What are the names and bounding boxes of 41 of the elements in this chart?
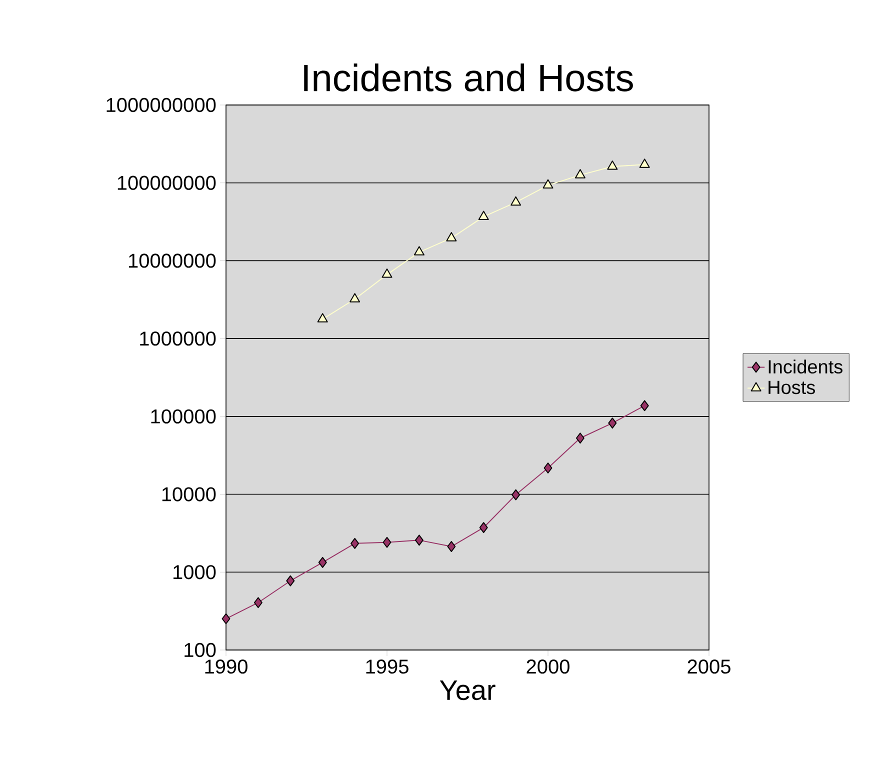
point xyxy=(447,541,456,552)
point xyxy=(350,538,360,549)
point xyxy=(478,210,489,220)
point xyxy=(254,597,262,608)
y-tick-label: 100000 xyxy=(151,409,216,424)
point xyxy=(382,536,392,548)
point xyxy=(639,158,650,168)
point xyxy=(286,575,295,586)
y-tick-label: 1000 xyxy=(174,565,216,580)
y-tick-label: 100000000 xyxy=(118,176,216,190)
x-tick-label: 1995 xyxy=(366,660,408,674)
legend-label: Hosts xyxy=(768,380,815,394)
y-tick-label: 100 xyxy=(184,642,216,658)
point xyxy=(512,489,520,500)
point xyxy=(542,179,554,189)
point xyxy=(640,400,649,412)
point xyxy=(607,160,618,170)
legend-label: Incidents xyxy=(768,360,842,374)
point xyxy=(350,293,360,302)
point xyxy=(414,534,424,546)
point xyxy=(576,432,584,444)
point xyxy=(479,522,488,534)
x-tick-label: 1990 xyxy=(205,660,248,674)
point xyxy=(317,313,328,322)
x-tick-label: 2000 xyxy=(526,660,570,674)
point xyxy=(414,246,424,256)
y-tick-label: 1000000000 xyxy=(106,98,216,112)
y-tick-label: 10000 xyxy=(162,487,216,502)
point xyxy=(318,556,327,568)
x-tick-label: 2005 xyxy=(688,660,730,674)
x-axis-title: Year xyxy=(440,680,496,700)
point xyxy=(446,232,457,242)
y-tick-label: 1000000 xyxy=(140,331,216,346)
chart-title: Incidents and Hosts xyxy=(304,64,633,92)
point xyxy=(608,418,617,429)
point xyxy=(510,196,522,206)
y-tick-label: 10000000 xyxy=(129,254,216,268)
point xyxy=(382,268,392,278)
point xyxy=(574,169,586,178)
point xyxy=(544,462,552,474)
point xyxy=(222,613,230,624)
